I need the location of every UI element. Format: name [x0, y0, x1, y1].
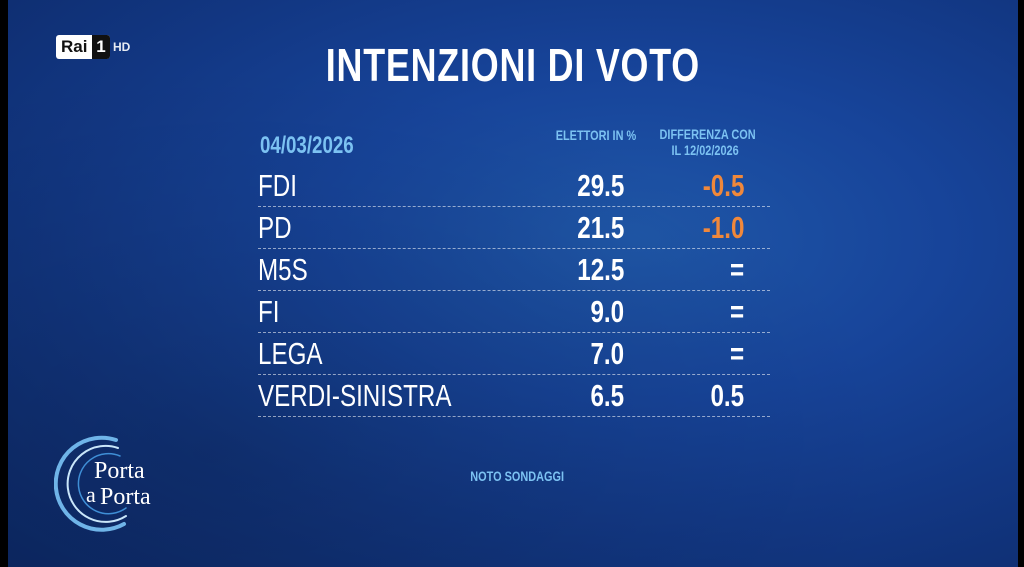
- logo-word-a: a: [86, 482, 96, 507]
- party-name: PD: [258, 210, 292, 245]
- party-difference: =: [729, 294, 744, 329]
- column-header-difference: DIFFERENZA CON IL 12/02/2026: [659, 126, 756, 158]
- party-share: 21.5: [576, 210, 624, 245]
- party-share: 6.5: [590, 378, 624, 413]
- porta-a-porta-logo: Porta a Porta: [54, 435, 151, 532]
- broadcast-screen: Rai 1 HD INTENZIONI DI VOTO 04/03/2026 E…: [8, 0, 1018, 567]
- channel-number: 1: [92, 35, 110, 59]
- party-share: 29.5: [576, 168, 624, 203]
- party-name: LEGA: [258, 336, 323, 371]
- graphic-title: INTENZIONI DI VOTO: [325, 39, 701, 91]
- logo-word-porta-bottom: Porta: [100, 484, 151, 510]
- party-share: 9.0: [590, 294, 624, 329]
- column-header-share: ELETTORI IN %: [555, 127, 636, 143]
- poll-date: 04/03/2026: [260, 132, 354, 159]
- party-difference: =: [729, 336, 744, 371]
- party-name: FDI: [258, 168, 297, 203]
- party-share: 12.5: [576, 252, 624, 287]
- rai-logo: Rai 1: [56, 35, 110, 59]
- channel-logo: Rai 1 HD: [56, 34, 130, 60]
- logo-word-porta-top: Porta: [94, 458, 145, 484]
- table-row: M5S 12.5 =: [258, 249, 770, 291]
- party-difference: -0.5: [702, 168, 744, 203]
- table-row: LEGA 7.0 =: [258, 333, 770, 375]
- table-row: VERDI-SINISTRA 6.5 0.5: [258, 375, 770, 417]
- party-share: 7.0: [590, 336, 624, 371]
- party-name: M5S: [258, 252, 308, 287]
- poll-table: FDI 29.5 -0.5 PD 21.5 -1.0 M5S 12.5 = FI…: [258, 165, 770, 417]
- poll-source: NOTO SONDAGGI: [470, 468, 564, 484]
- table-row: FI 9.0 =: [258, 291, 770, 333]
- channel-quality: HD: [113, 40, 131, 54]
- party-difference: -1.0: [702, 210, 744, 245]
- party-name: VERDI-SINISTRA: [258, 378, 452, 413]
- party-difference: =: [729, 252, 744, 287]
- party-difference: 0.5: [710, 378, 744, 413]
- table-row: FDI 29.5 -0.5: [258, 165, 770, 207]
- party-name: FI: [258, 294, 280, 329]
- table-row: PD 21.5 -1.0: [258, 207, 770, 249]
- channel-name: Rai: [61, 37, 88, 56]
